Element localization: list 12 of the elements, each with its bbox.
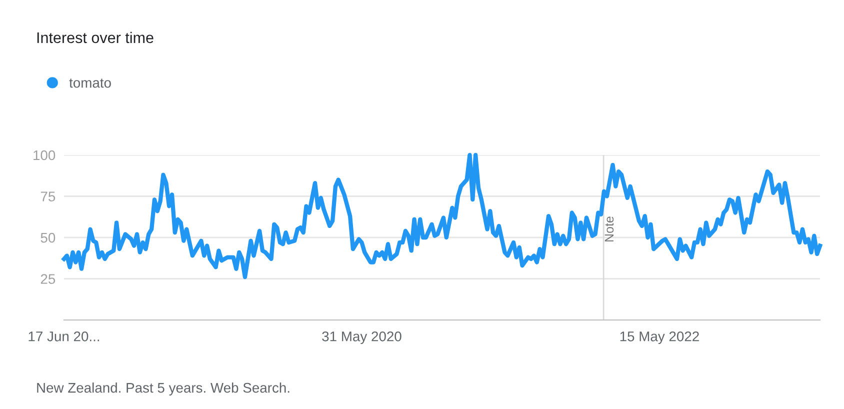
y-tick-label: 25 (40, 274, 56, 284)
text: New Zealand. Past 5 years. Web Search. (37, 382, 290, 396)
y-tick-label: 75 (40, 192, 56, 202)
x-tick-label: 17 Jun 20... (28, 331, 100, 342)
chart-title: Interest over time (37, 32, 154, 44)
ref-line-label: Note (604, 216, 614, 242)
line-series (62, 152, 822, 280)
x-tick-label: 15 May 2022 (620, 331, 699, 344)
y-tick-label: 50 (40, 232, 56, 243)
y-tick-label: 100 (34, 150, 56, 160)
legend-label: tomato (69, 78, 111, 88)
x-tick-label: 31 May 2020 (322, 331, 402, 344)
